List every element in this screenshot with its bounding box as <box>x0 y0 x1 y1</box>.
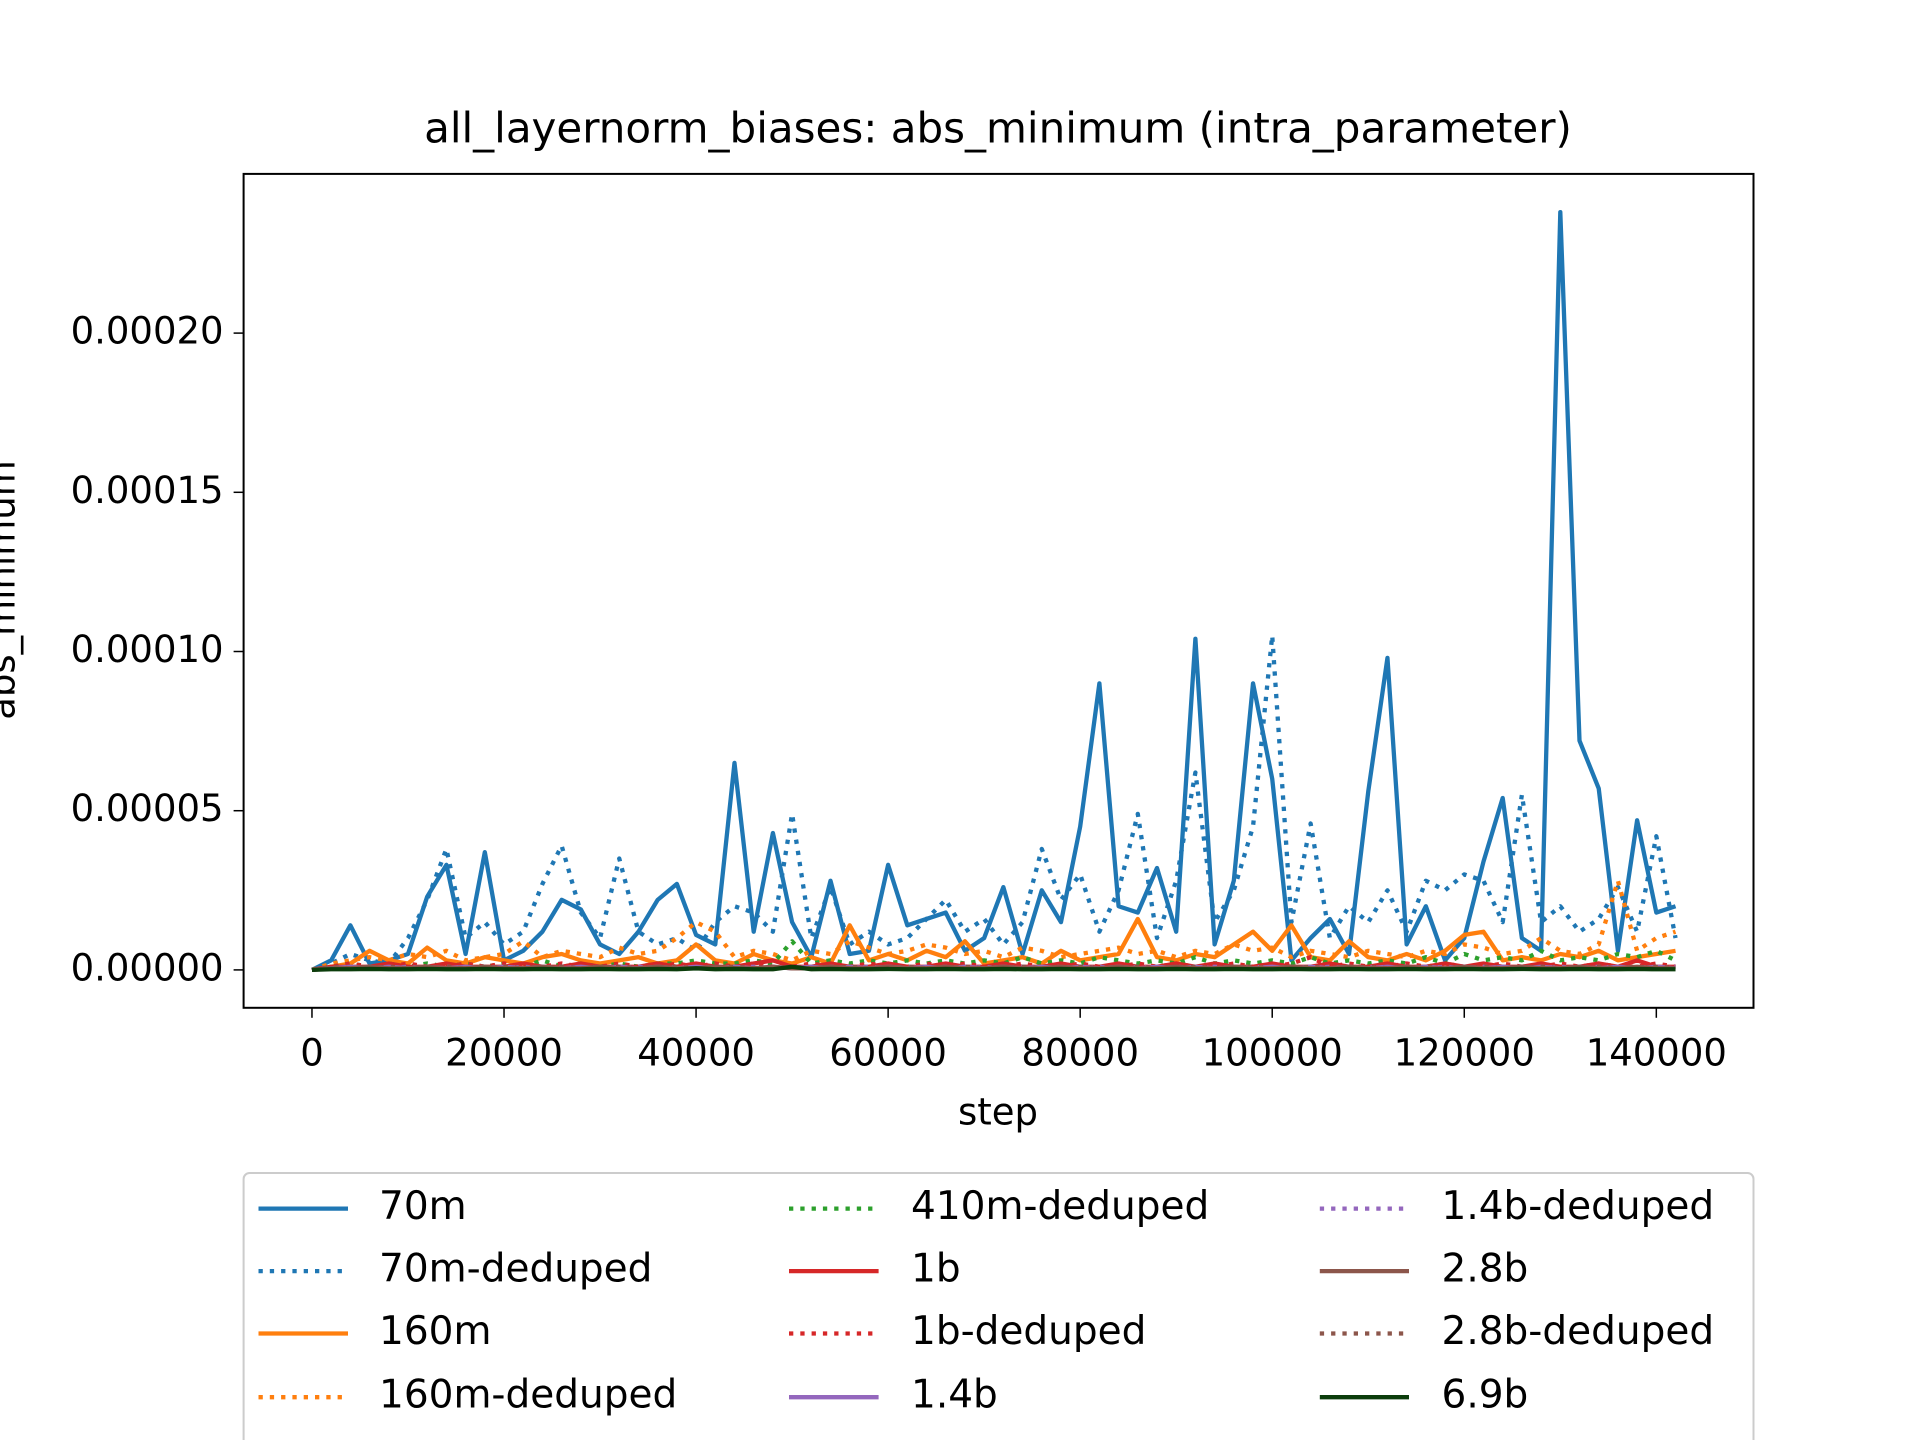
y-tick-label: 0.00015 <box>71 469 224 512</box>
series-line <box>311 939 1677 973</box>
plot-frame <box>242 172 1755 1009</box>
x-tick-label: 20000 <box>445 1031 563 1074</box>
legend-label: 410m-deduped <box>911 1184 1209 1229</box>
series-line <box>311 633 1678 972</box>
y-tick-label: 0.00000 <box>71 946 224 989</box>
legend-label: 1b <box>911 1247 961 1292</box>
series-line <box>311 209 1677 972</box>
y-axis-label: abs_minimum <box>0 460 24 720</box>
legend-label: 1b-deduped <box>911 1309 1146 1354</box>
legend-frame <box>242 1172 1755 1440</box>
legend-label: 70m <box>379 1184 467 1229</box>
legend-label: 2.8b-deduped <box>1442 1309 1715 1354</box>
series-group <box>311 209 1678 973</box>
x-tick-label: 0 <box>300 1031 324 1074</box>
x-tick-label: 140000 <box>1586 1031 1727 1074</box>
x-tick-label: 60000 <box>829 1031 947 1074</box>
legend-label: 160m-deduped <box>379 1373 677 1418</box>
legend-label: 70m-deduped <box>379 1247 652 1292</box>
x-tick-label: 40000 <box>637 1031 755 1074</box>
legend-label: 160m <box>379 1309 491 1354</box>
legend-label: 6.9b <box>1442 1373 1529 1418</box>
legend-label: 2.8b <box>1442 1247 1529 1292</box>
y-tick-label: 0.00010 <box>71 628 224 671</box>
series-line <box>311 964 1676 973</box>
y-tick-label: 0.00020 <box>71 310 224 353</box>
chart-title: all_layernorm_biases: abs_minimum (intra… <box>424 104 1572 153</box>
legend-label: 1.4b <box>911 1373 998 1418</box>
legend-label: 1.4b-deduped <box>1442 1184 1715 1229</box>
x-tick-label: 80000 <box>1021 1031 1139 1074</box>
x-tick-label: 120000 <box>1394 1031 1535 1074</box>
y-tick-label: 0.00005 <box>71 787 224 830</box>
x-axis-label: step <box>958 1091 1038 1134</box>
x-tick-label: 100000 <box>1202 1031 1343 1074</box>
